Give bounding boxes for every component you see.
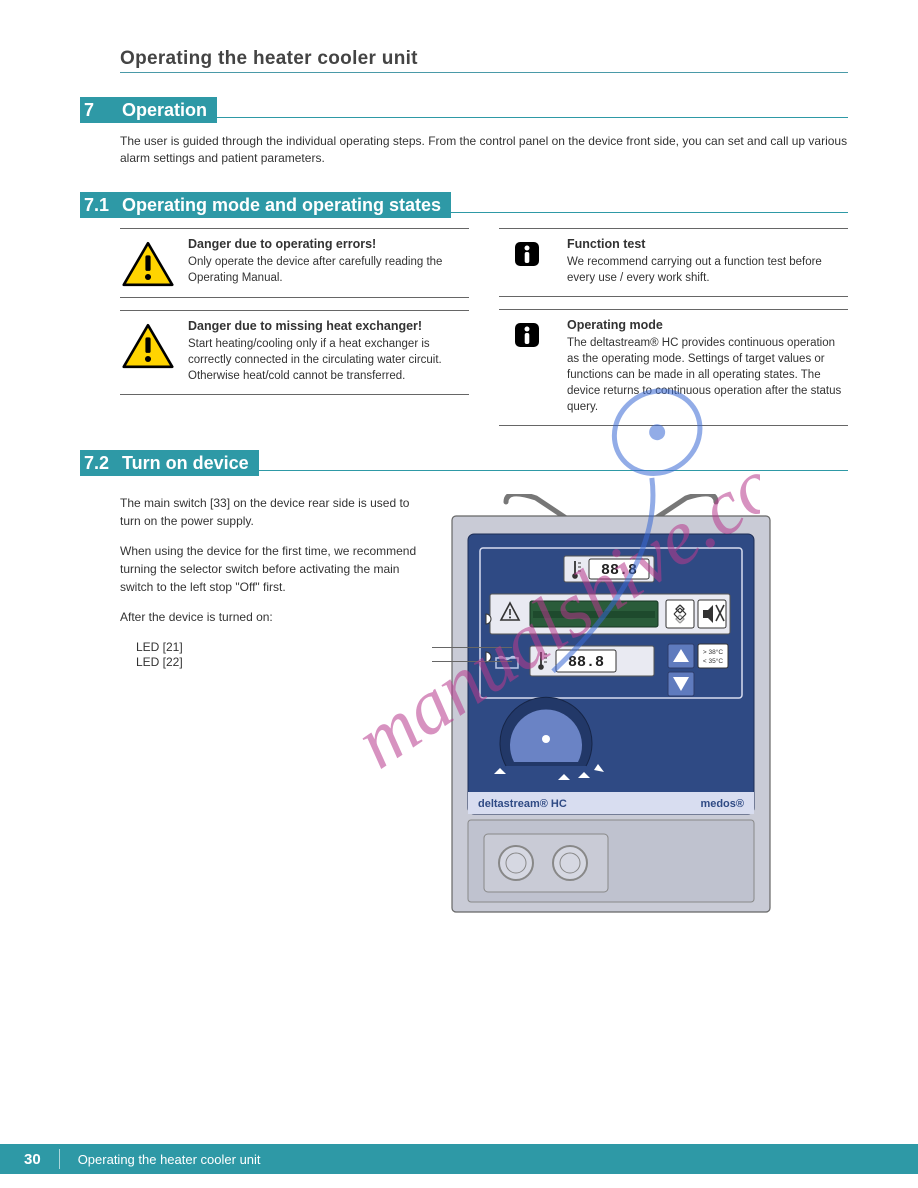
figure-area: The main switch [33] on the device rear …: [120, 494, 848, 917]
section-7-2-num: 7.2: [80, 450, 120, 476]
led-labels: LED [21] LED [22]: [136, 640, 426, 669]
section-7-title: Operation: [120, 97, 217, 123]
footer-title: Operating the heater cooler unit: [78, 1152, 261, 1167]
note-box-2: Operating mode The deltastream® HC provi…: [499, 309, 848, 426]
section-7-1-num: 7.1: [80, 192, 120, 218]
led-label-21: LED [21]: [136, 640, 426, 654]
warning-1-head: Danger due to operating errors!: [188, 237, 469, 251]
section-7-2-title: Turn on device: [120, 450, 259, 476]
notes-column: Function test We recommend carrying out …: [499, 228, 848, 427]
warning-1-text: Only operate the device after carefully …: [188, 254, 469, 286]
section-7-1-title: Operating mode and operating states: [120, 192, 451, 218]
section-7-num: 7: [80, 97, 120, 123]
chapter-title: Operating the heater cooler unit: [120, 48, 848, 73]
footer-page: 30: [24, 1151, 41, 1168]
section-rule: [259, 450, 848, 471]
warnings-column: Danger due to operating errors! Only ope…: [120, 228, 469, 427]
note-1-head: Function test: [567, 237, 848, 251]
note-2-text: The deltastream® HC provides continuous …: [567, 335, 848, 415]
warning-icon: [122, 241, 174, 287]
note-1-text: We recommend carrying out a function tes…: [567, 254, 848, 286]
figure-para-3: After the device is turned on:: [120, 608, 420, 626]
hr-bot: < 35°C: [703, 657, 723, 665]
device-logo-right: medos®: [700, 798, 744, 810]
section-7-body: The user is guided through the individua…: [120, 133, 848, 168]
hr-top: > 38°C: [703, 648, 723, 656]
section-rule: [217, 97, 848, 118]
device-logo-left: deltastream® HC: [478, 798, 567, 810]
led-label-22: LED [22]: [136, 655, 426, 669]
section-7-1: 7.1 Operating mode and operating states: [80, 192, 848, 218]
figure-para-2: When using the device for the first time…: [120, 542, 420, 596]
info-icon: [514, 322, 540, 348]
display-top-value: 88.8: [601, 562, 637, 579]
section-rule: [451, 192, 848, 213]
figure-para-1: The main switch [33] on the device rear …: [120, 494, 420, 530]
warning-icon: [122, 323, 174, 369]
device-panel: 88.8: [436, 494, 786, 914]
leader-line: [432, 661, 512, 662]
section-7-2: 7.2 Turn on device: [80, 450, 848, 476]
note-box-1: Function test We recommend carrying out …: [499, 228, 848, 297]
warning-box-1: Danger due to operating errors! Only ope…: [120, 228, 469, 298]
footer: 30 Operating the heater cooler unit: [0, 1144, 918, 1174]
note-2-head: Operating mode: [567, 318, 848, 332]
section-7: 7 Operation: [80, 97, 848, 123]
device-figure: LED [21] LED [22]: [436, 494, 848, 917]
warning-2-text: Start heating/cooling only if a heat exc…: [188, 336, 469, 384]
warning-2-head: Danger due to missing heat exchanger!: [188, 319, 469, 333]
display-bottom-value: 88.8: [568, 654, 604, 671]
warning-box-2: Danger due to missing heat exchanger! St…: [120, 310, 469, 395]
footer-sep: [59, 1149, 60, 1169]
info-icon: [514, 241, 540, 267]
leader-line: [432, 647, 512, 648]
